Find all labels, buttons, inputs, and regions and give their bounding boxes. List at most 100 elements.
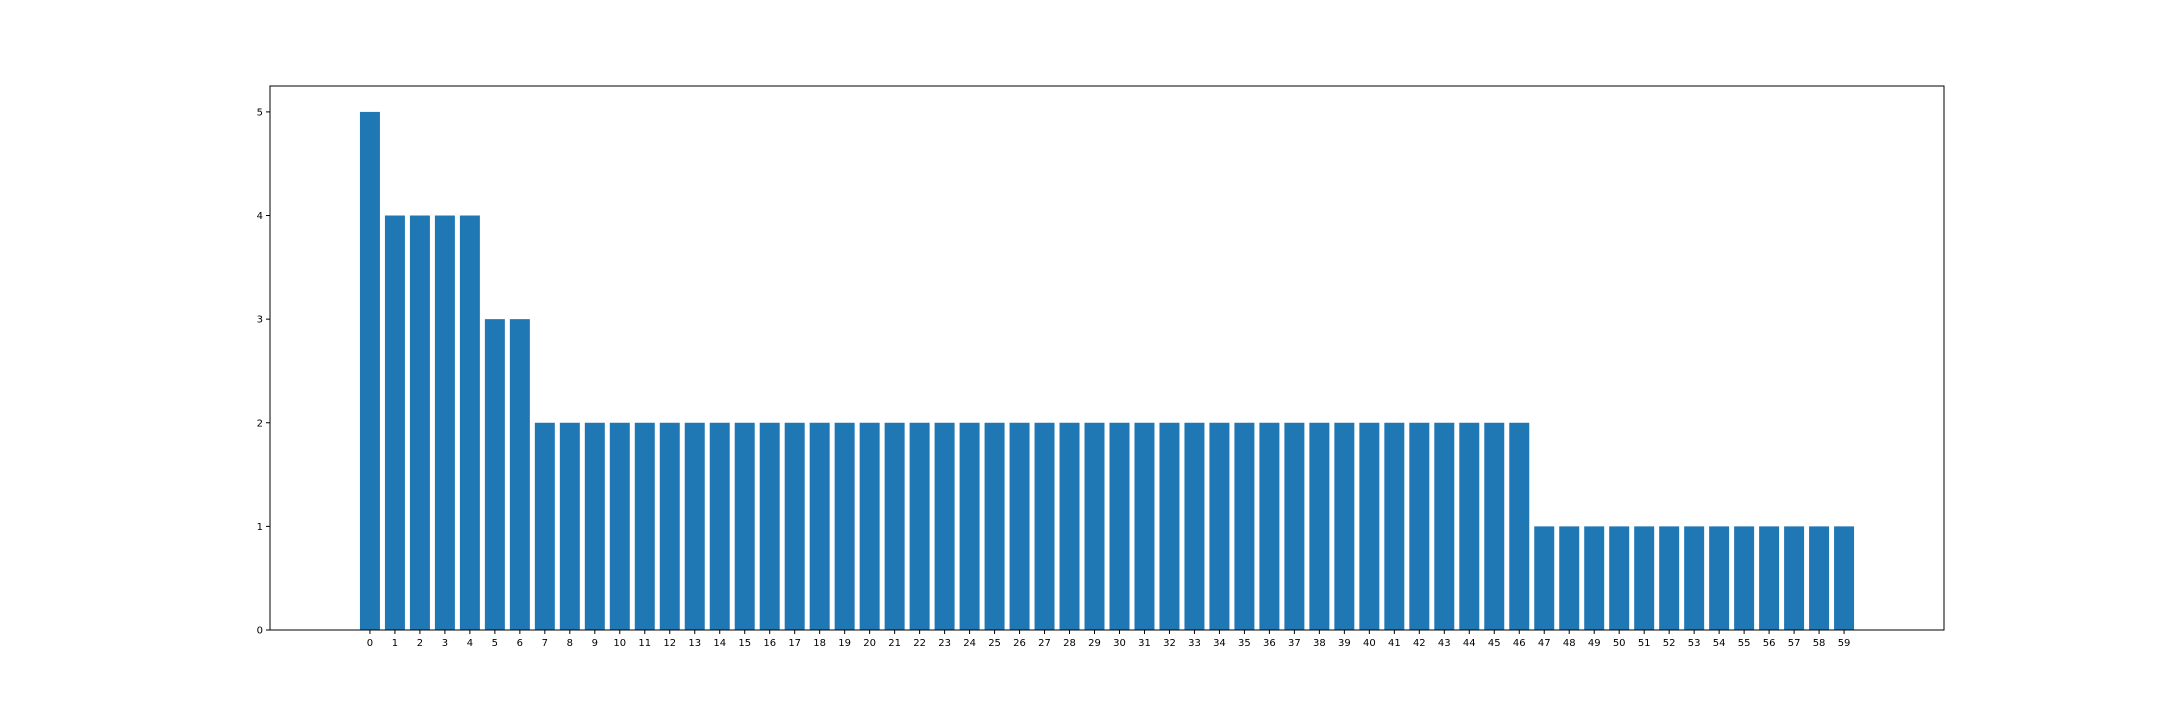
bar-54 xyxy=(1709,526,1730,630)
x-tick-label: 47 xyxy=(1538,638,1551,649)
x-tick-label: 15 xyxy=(738,638,751,649)
x-tick-label: 43 xyxy=(1438,638,1451,649)
bar-37 xyxy=(1284,422,1305,630)
x-tick-label: 38 xyxy=(1313,638,1326,649)
bar-8 xyxy=(559,422,580,630)
x-tick-label: 54 xyxy=(1713,638,1726,649)
x-tick-label: 46 xyxy=(1513,638,1526,649)
bar-50 xyxy=(1609,526,1630,630)
bar-40 xyxy=(1359,422,1380,630)
x-tick-label: 20 xyxy=(863,638,876,649)
bar-44 xyxy=(1459,422,1480,630)
bar-22 xyxy=(909,422,930,630)
bar-33 xyxy=(1184,422,1205,630)
x-tick-label: 23 xyxy=(938,638,951,649)
bar-19 xyxy=(834,422,855,630)
x-tick-label: 7 xyxy=(542,638,548,649)
bar-28 xyxy=(1059,422,1080,630)
x-tick-label: 5 xyxy=(492,638,498,649)
bar-29 xyxy=(1084,422,1105,630)
x-tick-label: 32 xyxy=(1163,638,1176,649)
bar-15 xyxy=(734,422,755,630)
bar-49 xyxy=(1584,526,1605,630)
bar-55 xyxy=(1734,526,1755,630)
bar-13 xyxy=(684,422,705,630)
x-tick-label: 45 xyxy=(1488,638,1501,649)
bar-23 xyxy=(934,422,955,630)
bar-1 xyxy=(384,215,405,630)
x-tick-label: 6 xyxy=(517,638,523,649)
x-tick-label: 25 xyxy=(988,638,1001,649)
x-tick-label: 22 xyxy=(913,638,926,649)
bar-34 xyxy=(1209,422,1230,630)
bar-7 xyxy=(534,422,555,630)
x-tick-label: 40 xyxy=(1363,638,1376,649)
x-tick-label: 49 xyxy=(1588,638,1601,649)
bar-3 xyxy=(434,215,455,630)
y-tick-label: 0 xyxy=(257,626,263,637)
bar-0 xyxy=(359,111,380,630)
bar-32 xyxy=(1159,422,1180,630)
x-tick-label: 12 xyxy=(663,638,676,649)
x-tick-label: 26 xyxy=(1013,638,1026,649)
x-tick-label: 8 xyxy=(567,638,573,649)
y-tick-label: 4 xyxy=(257,211,263,222)
bar-38 xyxy=(1309,422,1330,630)
x-tick-label: 36 xyxy=(1263,638,1276,649)
x-tick-label: 56 xyxy=(1763,638,1776,649)
bar-59 xyxy=(1834,526,1855,630)
x-tick-label: 14 xyxy=(713,638,726,649)
y-axis: 0 1 2 3 4 5 xyxy=(257,107,270,637)
bar-27 xyxy=(1034,422,1055,630)
y-tick-label: 5 xyxy=(257,107,263,118)
x-tick-label: 1 xyxy=(392,638,398,649)
bar-42 xyxy=(1409,422,1430,630)
bar-14 xyxy=(709,422,730,630)
bar-11 xyxy=(634,422,655,630)
bar-41 xyxy=(1384,422,1405,630)
x-tick-label: 41 xyxy=(1388,638,1401,649)
x-tick-label: 57 xyxy=(1788,638,1801,649)
plot-frame xyxy=(269,85,1945,631)
x-tick-label: 30 xyxy=(1113,638,1126,649)
bar-47 xyxy=(1534,526,1555,630)
x-tick-label: 28 xyxy=(1063,638,1076,649)
x-tick-label: 33 xyxy=(1188,638,1201,649)
bar-30 xyxy=(1109,422,1130,630)
x-tick-label: 11 xyxy=(638,638,651,649)
bar-25 xyxy=(984,422,1005,630)
bar-48 xyxy=(1559,526,1580,630)
bar-52 xyxy=(1659,526,1680,630)
x-tick-label: 0 xyxy=(367,638,373,649)
bar-51 xyxy=(1634,526,1655,630)
bar-35 xyxy=(1234,422,1255,630)
x-tick-label: 39 xyxy=(1338,638,1351,649)
bar-18 xyxy=(809,422,830,630)
x-tick-label: 3 xyxy=(442,638,448,649)
bar-12 xyxy=(659,422,680,630)
bar-36 xyxy=(1259,422,1280,630)
bar-39 xyxy=(1334,422,1355,630)
bar-16 xyxy=(759,422,780,630)
bar-24 xyxy=(959,422,980,630)
bar-26 xyxy=(1009,422,1030,630)
x-tick-label: 42 xyxy=(1413,638,1426,649)
x-tick-label: 34 xyxy=(1213,638,1226,649)
bar-46 xyxy=(1509,422,1530,630)
bar-56 xyxy=(1759,526,1780,630)
x-tick-label: 21 xyxy=(888,638,901,649)
x-tick-label: 31 xyxy=(1138,638,1151,649)
x-tick-label: 10 xyxy=(613,638,626,649)
x-tick-label: 24 xyxy=(963,638,976,649)
bar-5 xyxy=(484,319,505,630)
bar-21 xyxy=(884,422,905,630)
bar-6 xyxy=(509,319,530,630)
bar-9 xyxy=(584,422,605,630)
x-tick-label: 13 xyxy=(688,638,701,649)
x-tick-label: 58 xyxy=(1813,638,1826,649)
x-tick-label: 27 xyxy=(1038,638,1051,649)
bar-45 xyxy=(1484,422,1505,630)
x-tick-label: 50 xyxy=(1613,638,1626,649)
bar-58 xyxy=(1809,526,1830,630)
